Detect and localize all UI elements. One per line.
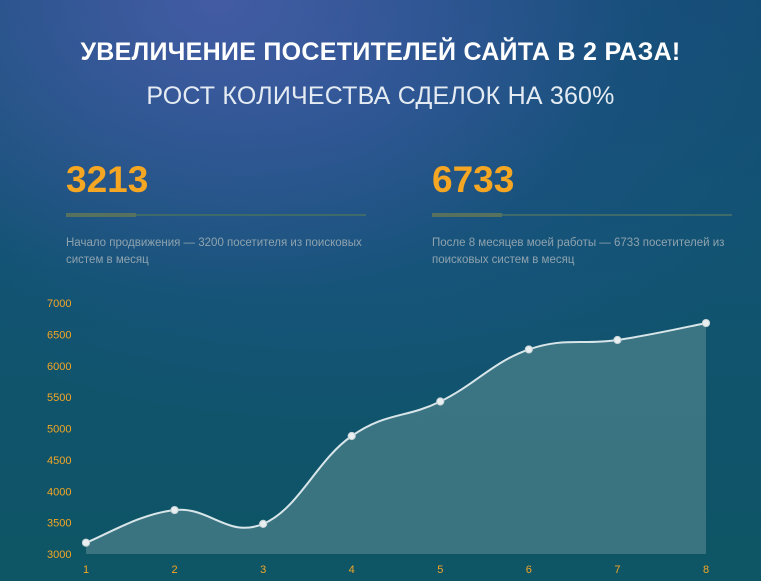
stat-end: 6733 После 8 месяцев моей работы — 6733 … [432, 158, 732, 269]
x-tick-label: 2 [172, 564, 178, 576]
x-tick-label: 8 [703, 564, 709, 576]
data-point [613, 335, 622, 345]
data-point [170, 505, 179, 515]
y-tick-label: 3500 [47, 518, 71, 530]
y-tick-label: 5500 [47, 392, 71, 404]
y-tick-label: 6000 [47, 361, 71, 373]
stat-end-divider-accent [432, 213, 502, 217]
page-subtitle: РОСТ КОЛИЧЕСТВА СДЕЛОК НА 360% [146, 82, 615, 110]
x-tick-label: 1 [83, 564, 89, 576]
stat-end-divider [432, 213, 732, 217]
data-point [81, 538, 91, 547]
y-tick-label: 5000 [47, 424, 71, 436]
y-tick-label: 4500 [47, 455, 71, 467]
series-area [86, 323, 706, 554]
x-tick-label: 5 [437, 564, 443, 576]
data-point [259, 519, 268, 528]
x-tick-label: 6 [526, 564, 532, 576]
y-tick-label: 4000 [47, 486, 71, 498]
stat-start-divider-accent [66, 213, 136, 217]
x-tick-label: 4 [349, 564, 355, 576]
y-tick-label: 6500 [47, 329, 71, 341]
stat-start-caption: Начало продвижения — 3200 посетителя из … [66, 237, 362, 266]
x-tick-label: 7 [614, 564, 620, 576]
page-title: УВЕЛИЧЕНИЕ ПОСЕТИТЕЛЕЙ САЙТА В 2 РАЗА! [80, 38, 681, 66]
stat-end-caption: После 8 месяцев моей работы — 6733 посет… [432, 237, 725, 266]
data-point [701, 318, 711, 328]
y-tick-label: 7000 [47, 298, 71, 310]
data-point [524, 345, 533, 354]
visitors-chart: 3000 3500 4000 4500 5000 5500 6000 6500 7000 1 2 3 4… [47, 298, 711, 576]
data-point [436, 397, 445, 406]
stat-start-divider [66, 213, 366, 217]
y-tick-label: 3000 [47, 549, 71, 561]
stat-end-value: 6733 [432, 159, 515, 200]
stat-start: 3213 Начало продвижения — 3200 посетител… [66, 158, 366, 269]
series-line [85, 322, 707, 544]
stat-start-value: 3213 [66, 159, 149, 200]
x-tick-label: 3 [260, 564, 266, 576]
data-point [347, 431, 356, 441]
